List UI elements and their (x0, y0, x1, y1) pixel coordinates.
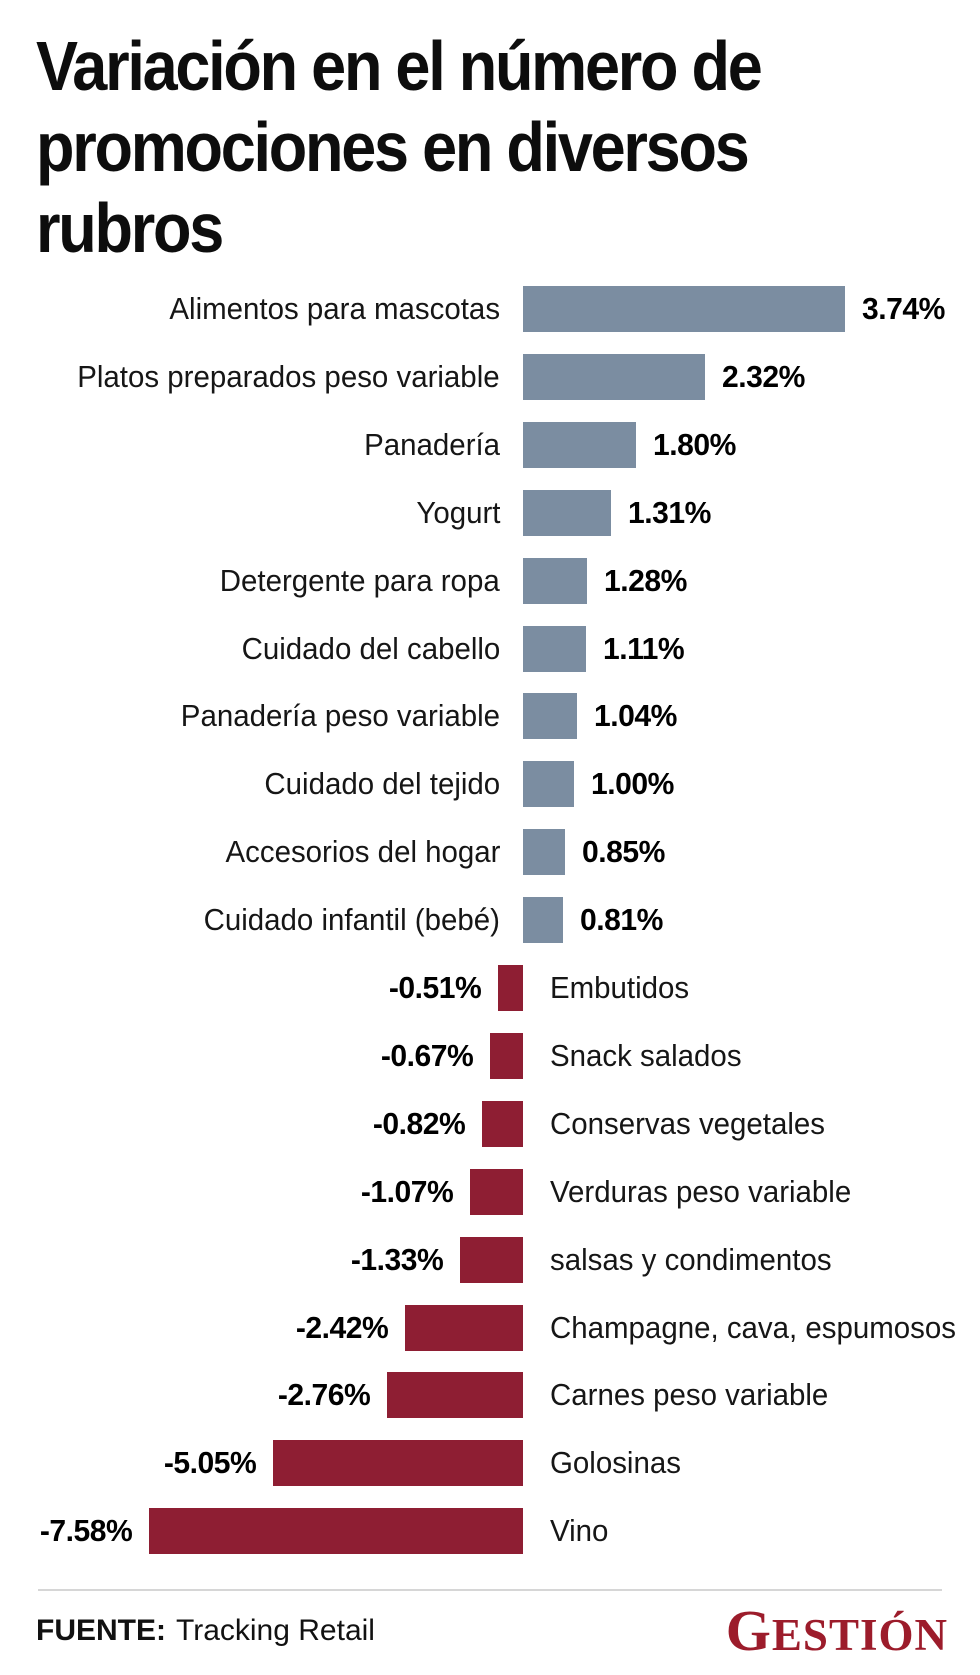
value-label: 1.00% (591, 766, 674, 801)
value-label: -5.05% (163, 1445, 257, 1480)
bar-row: Yogurt 1.31% (0, 490, 980, 536)
value-label: 2.32% (722, 359, 805, 394)
bar-row: Champagne, cava, espumosos -2.42% (0, 1305, 980, 1351)
bar-row: Detergente para ropa 1.28% (0, 558, 980, 604)
category-label: Vino (550, 1513, 609, 1548)
category-label: Golosinas (550, 1445, 681, 1480)
value-label: 1.80% (653, 427, 736, 462)
bar-row: Carnes peso variable -2.76% (0, 1372, 980, 1418)
category-label: Champagne, cava, espumosos (550, 1310, 956, 1345)
category-label: Verduras peso variable (550, 1174, 852, 1209)
bar (523, 626, 586, 672)
value-label: -1.07% (360, 1174, 454, 1209)
bar (490, 1033, 523, 1079)
chart-title: Variación en el número de promociones en … (36, 26, 763, 269)
category-label: Cuidado del tejido (264, 766, 500, 801)
bar-row: Golosinas -5.05% (0, 1440, 980, 1486)
bar-row: Panadería peso variable 1.04% (0, 693, 980, 739)
chart-title-line: Variación en el número de (36, 27, 763, 105)
bar-row: Verduras peso variable -1.07% (0, 1169, 980, 1215)
bar (387, 1372, 523, 1418)
bar-row: Vino -7.58% (0, 1508, 980, 1554)
category-label: Cuidado infantil (bebé) (203, 902, 500, 937)
category-label: Accesorios del hogar (224, 834, 500, 869)
value-label: 0.85% (582, 834, 665, 869)
gestion-logo: GESTIÓN (725, 1598, 948, 1663)
value-label: 1.11% (603, 631, 685, 666)
bar (523, 354, 705, 400)
value-label: 1.04% (594, 698, 677, 733)
bar (149, 1508, 523, 1554)
bar-row: Platos preparados peso variable 2.32% (0, 354, 980, 400)
bar-row: Conservas vegetales -0.82% (0, 1101, 980, 1147)
category-label: Yogurt (415, 495, 500, 530)
bar (523, 829, 565, 875)
bar (523, 761, 574, 807)
source-label: FUENTE: (36, 1614, 166, 1647)
value-label: 3.74% (862, 291, 945, 326)
bar (460, 1237, 523, 1283)
bar (523, 490, 611, 536)
chart-title-line: promociones en diversos (36, 108, 750, 186)
bar (470, 1169, 523, 1215)
bar-row: Accesorios del hogar 0.85% (0, 829, 980, 875)
bar (498, 965, 523, 1011)
bar (482, 1101, 523, 1147)
category-label: Detergente para ropa (220, 563, 500, 598)
value-label: -2.76% (277, 1377, 371, 1412)
category-label: Carnes peso variable (550, 1377, 829, 1412)
category-label: Alimentos para mascotas (169, 291, 500, 326)
value-label: -0.51% (388, 970, 482, 1005)
value-label: -1.33% (350, 1242, 444, 1277)
category-label: Panadería (364, 427, 500, 462)
bar (523, 558, 587, 604)
value-label: -2.42% (295, 1310, 389, 1345)
bar-row: Alimentos para mascotas 3.74% (0, 286, 980, 332)
category-label: Conservas vegetales (550, 1106, 826, 1141)
bar (523, 422, 636, 468)
category-label: salsas y condimentos (550, 1242, 832, 1277)
category-label: Cuidado del cabello (241, 631, 500, 666)
bar (273, 1440, 523, 1486)
category-label: Embutidos (550, 970, 690, 1005)
bar-row: Panadería 1.80% (0, 422, 980, 468)
value-label: -7.58% (39, 1513, 133, 1548)
bar-row: Cuidado del cabello 1.11% (0, 626, 980, 672)
bar-row: salsas y condimentos -1.33% (0, 1237, 980, 1283)
chart-title-line: rubros (36, 189, 224, 267)
bar (523, 693, 577, 739)
category-label: Platos preparados peso variable (77, 359, 500, 394)
category-label: Snack salados (550, 1038, 742, 1073)
bar-row: Cuidado infantil (bebé) 0.81% (0, 897, 980, 943)
value-label: -0.82% (372, 1106, 466, 1141)
bar (523, 897, 563, 943)
bar (523, 286, 845, 332)
source-line: FUENTE: Tracking Retail (36, 1608, 375, 1654)
bar-row: Embutidos -0.51% (0, 965, 980, 1011)
bar (405, 1305, 523, 1351)
bar-row: Cuidado del tejido 1.00% (0, 761, 980, 807)
footer-divider (38, 1589, 942, 1591)
value-label: 1.31% (628, 495, 711, 530)
value-label: 0.81% (580, 902, 663, 937)
value-label: -0.67% (380, 1038, 474, 1073)
category-label: Panadería peso variable (180, 698, 500, 733)
value-label: 1.28% (604, 563, 687, 598)
source-value: Tracking Retail (176, 1614, 375, 1647)
bar-row: Snack salados -0.67% (0, 1033, 980, 1079)
